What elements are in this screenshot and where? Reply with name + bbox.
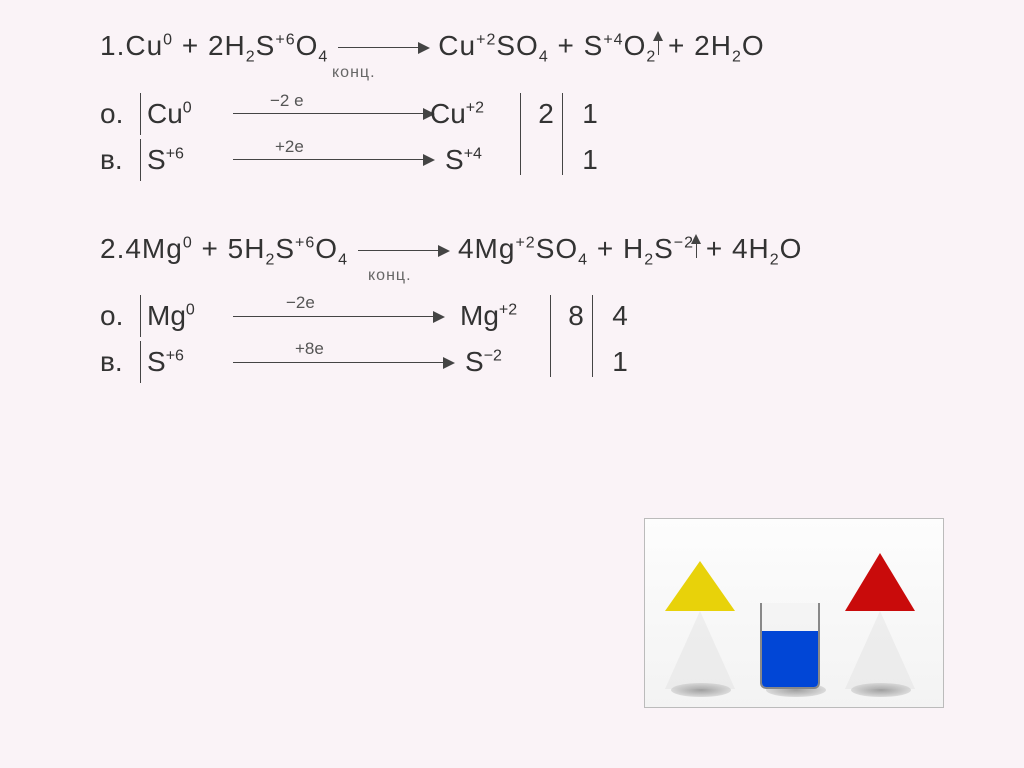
eq2-half-reactions: о. Mg0 −2e Mg+2 84 в. S+6 +8e S−2 1 (100, 293, 924, 385)
gas-arrow-icon (658, 33, 659, 55)
equation-2: 2.4Mg0 + 5H2S+6O44Mg+2SO4 + H2S−2 + 4H2O… (100, 233, 924, 270)
equation-1: 1.Cu0 + 2H2S+6O4Cu+2SO4 + S+4O2 + 2H2Oко… (100, 30, 924, 67)
balance-coef-1: 2 (526, 98, 566, 130)
species-to: Mg+2 (460, 300, 536, 332)
balance-coef-2: 1 (600, 346, 640, 378)
half-reaction-row: о. Mg0 −2e Mg+2 84 (100, 293, 924, 339)
balance-coef-2: 4 (600, 300, 640, 332)
species-to: S+4 (445, 144, 521, 176)
species-to: Cu+2 (430, 98, 506, 130)
erlenmeyer-flask-icon (845, 578, 915, 689)
species-to: S−2 (465, 346, 541, 378)
balance-coef-2: 1 (570, 144, 610, 176)
species-from: S+6 (147, 144, 223, 176)
electron-transfer-label: −2e (286, 293, 315, 313)
gas-arrow-icon (696, 236, 697, 258)
electron-transfer-label: +8e (295, 339, 324, 359)
equation-number: 1. (100, 30, 125, 61)
electron-transfer-label: +2e (275, 137, 304, 157)
half-reaction-row: в. S+6 +8e S−2 1 (100, 339, 924, 385)
concentration-label: конц. (368, 267, 412, 285)
balance-coef-1: 8 (556, 300, 596, 332)
half-reaction-prefix: о. (100, 300, 134, 332)
electron-arrow-icon (233, 316, 443, 317)
balance-coef-2: 1 (570, 98, 610, 130)
species-from: Mg0 (147, 300, 223, 332)
electron-transfer-label: −2 e (270, 91, 304, 111)
reaction-arrow-icon (358, 250, 448, 251)
species-from: S+6 (147, 346, 223, 378)
erlenmeyer-flask-icon (665, 578, 735, 689)
electron-arrow-icon (233, 113, 433, 114)
half-reaction-prefix: в. (100, 346, 134, 378)
eq1-half-reactions: о. Cu0 −2 e Cu+2 21 в. S+6 +2e S+4 1 (100, 91, 924, 183)
equation-number: 2. (100, 233, 125, 264)
concentration-label: конц. (332, 64, 376, 82)
half-reaction-row: в. S+6 +2e S+4 1 (100, 137, 924, 183)
electron-arrow-icon (233, 159, 433, 160)
species-from: Cu0 (147, 98, 223, 130)
reaction-arrow-icon (338, 47, 428, 48)
flasks-graphic (644, 518, 944, 708)
beaker-icon (760, 603, 820, 689)
half-reaction-prefix: в. (100, 144, 134, 176)
half-reaction-row: о. Cu0 −2 e Cu+2 21 (100, 91, 924, 137)
half-reaction-prefix: о. (100, 98, 134, 130)
electron-arrow-icon (233, 362, 453, 363)
